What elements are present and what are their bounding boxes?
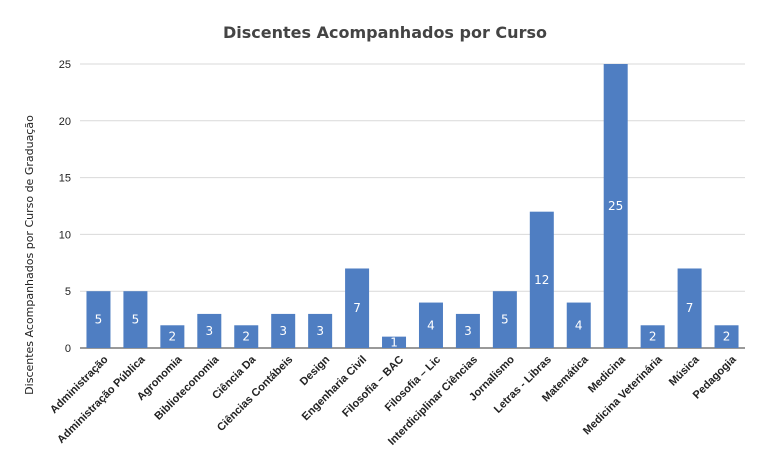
bar	[160, 325, 185, 348]
data-label: 3	[279, 324, 287, 338]
data-label: 7	[686, 301, 694, 315]
data-label: 2	[242, 330, 250, 344]
data-label: 7	[353, 301, 361, 315]
bar	[271, 313, 296, 348]
data-label: 3	[205, 324, 213, 338]
data-label: 2	[723, 330, 731, 344]
bars	[86, 64, 739, 348]
x-tick-label: Design	[298, 353, 333, 388]
data-label: 2	[169, 330, 177, 344]
data-label: 4	[575, 318, 583, 332]
bar	[123, 291, 148, 348]
y-axis-label: Discentes Acompanhados por Curso de Grad…	[23, 115, 36, 395]
data-label: 12	[534, 273, 549, 287]
data-label: 5	[132, 313, 140, 327]
bar	[86, 291, 111, 348]
data-label: 2	[649, 330, 657, 344]
data-label: 3	[316, 324, 324, 338]
bar	[308, 313, 333, 348]
bar	[455, 313, 480, 348]
bar	[345, 268, 370, 348]
chart-title: Discentes Acompanhados por Curso	[223, 23, 547, 42]
bar	[603, 64, 628, 348]
bar	[382, 336, 407, 348]
y-tick-label: 10	[59, 229, 71, 241]
x-tick-label: Biblioteconomia	[152, 353, 222, 423]
data-label: 1	[390, 335, 398, 349]
y-tick-label: 0	[65, 343, 71, 355]
bar	[492, 291, 517, 348]
y-tick-label: 5	[65, 286, 71, 298]
data-label: 5	[95, 313, 103, 327]
data-label: 4	[427, 318, 435, 332]
data-label: 25	[608, 199, 623, 213]
bar	[529, 211, 554, 348]
x-tick-label: Música	[667, 353, 702, 388]
gridlines	[80, 63, 745, 349]
bar	[197, 313, 222, 348]
data-label: 5	[501, 313, 509, 327]
data-labels: 5 5 2 3 2 3 3 7 1 4 3 5 12 4 25 2 7 2	[95, 199, 731, 349]
y-tick-label: 20	[59, 116, 71, 128]
bar	[418, 302, 443, 348]
x-tick-label: Ciências Contábeis	[215, 354, 295, 434]
data-label: 3	[464, 324, 472, 338]
y-tick-label: 25	[59, 59, 71, 71]
x-tick-label: Engenharia Civil	[300, 354, 369, 423]
bar	[677, 268, 702, 348]
y-tick-label: 15	[59, 173, 71, 185]
bar	[640, 325, 665, 348]
bar	[566, 302, 591, 348]
y-tick-labels: 0 5 10 15 20 25	[59, 59, 71, 355]
bar	[714, 325, 739, 348]
bar	[234, 325, 259, 348]
